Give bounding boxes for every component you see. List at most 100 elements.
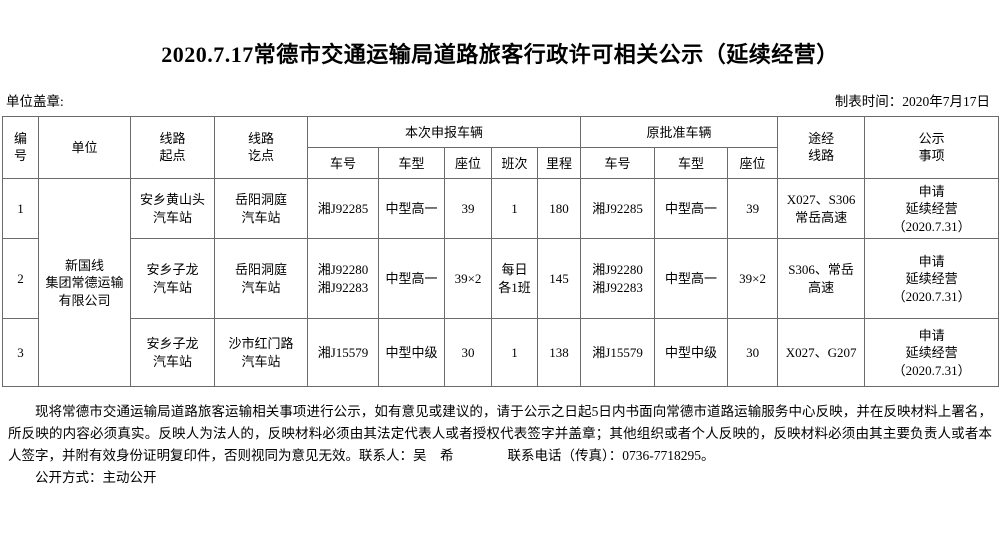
cell-declared-seats: 30 [444,318,492,388]
cell-route-end: 沙市红门路 汽车站 [214,318,308,388]
cell-route-end-line1: 岳阳洞庭 [234,262,287,278]
col-header-via-route-line2: 线路 [808,147,835,163]
cell-matter-line2: 延续经营 [905,271,958,287]
cell-matter-line1: 申请 [918,253,945,269]
cell-route-start-line2: 汽车站 [152,279,192,295]
cell-matter: 申请 延续经营 （2020.7.31） [864,318,1000,388]
cell-declared-plate-line1: 湘J15579 [317,345,369,361]
cell-approved-seats: 30 [727,318,779,388]
cell-matter-line1: 申请 [918,183,945,199]
cell-matter: 申请 延续经营 （2020.7.31） [864,238,1000,320]
col-header-distance: 里程 [536,147,582,180]
col-header-matter-line1: 公示 [918,131,945,146]
disclosure-method: 公开方式：主动公开 [35,469,157,485]
table-header: 编 号 单位 线路 起点 线路 讫点 本次申报车辆 原批准车辆 途经 线路 [2,116,1000,180]
cell-number: 1 [2,178,39,240]
cell-matter-line1: 申请 [918,327,945,343]
cell-declared-plate-line1: 湘J92285 [317,201,369,217]
cell-via-route-line2: 高速 [808,279,835,295]
cell-distance: 180 [536,178,582,240]
col-header-approved-seats: 座位 [727,147,779,180]
col-header-declared-seats: 座位 [444,147,492,180]
cell-declared-seats: 39×2 [444,238,492,320]
cell-via-route-line2: 常岳高速 [795,209,848,225]
cell-matter-line2: 延续经营 [905,345,958,361]
cell-matter-line2: 延续经营 [905,201,958,217]
cell-frequency: 1 [491,318,538,388]
col-header-frequency: 班次 [491,147,538,180]
permit-table: 编 号 单位 线路 起点 线路 讫点 本次申报车辆 原批准车辆 途经 线路 [2,116,1000,388]
cell-approved-plate-line1: 湘J15579 [592,345,643,361]
cell-route-start-line1: 安乡子龙 [146,336,199,352]
col-header-approved-type: 车型 [654,147,729,180]
col-group-declared-vehicles: 本次申报车辆 [306,116,582,149]
notice-phone-label: 联系电话（传真）：0736- [507,448,654,464]
cell-route-end-line2: 汽车站 [241,279,281,295]
col-header-via-route: 途经 线路 [777,116,866,180]
cell-via-route-line1: S306、常岳 [788,262,854,278]
table-body: 1 新国线 集团常德运输 有限公司 安乡黄山头 汽车站 岳阳洞庭 汽车站 湘J9… [2,178,1000,388]
col-header-via-route-line1: 途经 [808,131,835,146]
cell-route-start: 安乡黄山头 汽车站 [130,178,215,240]
notice-contact-name: 希 [440,448,454,464]
cell-frequency-line1: 1 [511,201,518,217]
col-group-approved-vehicles: 原批准车辆 [580,116,779,149]
col-header-number: 编 号 [2,116,39,180]
col-header-route-end-line2: 讫点 [247,147,274,163]
cell-route-start: 安乡子龙 汽车站 [130,318,215,388]
cell-frequency-line2: 各1班 [498,279,531,295]
col-header-approved-plate: 车号 [580,147,656,180]
table-row: 1 新国线 集团常德运输 有限公司 安乡黄山头 汽车站 岳阳洞庭 汽车站 湘J9… [2,178,1000,388]
cell-approved-seats: 39×2 [727,238,779,320]
notice-paragraph: 现将常德市交通运输局道路旅客运输相关事项进行公示，如有意见或建议的，请于公示之日… [8,401,992,467]
notice-body-text: 现将常德市交通运输局道路旅客运输相关事项进行公示，如有意见或建议的，请于公示之日… [8,404,992,464]
cell-route-end-line1: 沙市红门路 [228,336,294,352]
cell-distance: 138 [536,318,582,388]
cell-approved-plate-line2: 湘J92283 [592,279,643,295]
cell-via-route: X027、S306 常岳高速 [777,178,866,240]
cell-matter-line3: （2020.7.31） [892,288,971,304]
table-row: 3 安乡子龙 汽车站 沙市红门路 汽车站 湘J15579 中型中级 30 1 1… [2,318,1000,388]
cell-declared-seats: 39 [444,178,492,240]
cell-unit-line3: 有限公司 [58,292,111,308]
cell-frequency-line1: 1 [511,345,518,361]
cell-frequency-line1: 每日 [501,262,528,278]
cell-route-end: 岳阳洞庭 汽车站 [214,238,308,320]
cell-route-start: 安乡子龙 汽车站 [130,238,215,320]
cell-via-route-line1: X027、G207 [785,345,857,361]
cell-unit-merged: 新国线 集团常德运输 有限公司 [38,178,131,388]
cell-route-start-line2: 汽车站 [152,209,192,225]
notice-phone-tail: 7718295。 [653,448,715,464]
cell-approved-type: 中型高一 [654,178,729,240]
col-header-declared-type: 车型 [378,147,445,180]
meta-row: 单位盖章: 制表时间：2020年7月17日 [0,68,1000,116]
cell-matter-line3: （2020.7.31） [892,218,971,234]
col-header-number-line1: 编 [13,131,27,146]
page-title: 2020.7.17常德市交通运输局道路旅客行政许可相关公示（延续经营） [161,42,839,67]
col-header-route-start: 线路 起点 [130,116,215,180]
table-row: 2 安乡子龙 汽车站 岳阳洞庭 汽车站 湘J92280 湘J92283 中型高一… [2,238,1000,320]
cell-matter: 申请 延续经营 （2020.7.31） [864,178,1000,240]
table-header-row-1: 编 号 单位 线路 起点 线路 讫点 本次申报车辆 原批准车辆 途经 线路 [2,116,1000,180]
cell-declared-plate: 湘J15579 [307,318,379,388]
cell-declared-type: 中型中级 [378,318,445,388]
cell-unit-line1: 新国线 [64,257,104,273]
cell-via-route: X027、G207 [777,318,866,388]
col-header-route-end-line1: 线路 [247,131,274,146]
cell-approved-plate-line1: 湘J92285 [592,201,643,217]
date-label: 制表时间：2020年7月17日 [834,94,990,110]
cell-route-start-line1: 安乡黄山头 [139,192,205,208]
col-header-matter-line2: 事项 [918,147,945,163]
cell-declared-plate: 湘J92280 湘J92283 [307,238,379,320]
cell-via-route: S306、常岳 高速 [777,238,866,320]
cell-number: 2 [2,238,39,320]
cell-route-start-line2: 汽车站 [152,353,192,369]
cell-approved-seats: 39 [727,178,779,240]
cell-via-route-line1: X027、S306 [786,192,856,208]
col-header-matter: 公示 事项 [864,116,1000,180]
cell-declared-plate: 湘J92285 [307,178,379,240]
cell-approved-type: 中型高一 [654,238,729,320]
cell-route-end-line1: 岳阳洞庭 [234,192,287,208]
cell-declared-type: 中型高一 [378,178,445,240]
cell-approved-plate-line1: 湘J92280 [592,262,643,278]
